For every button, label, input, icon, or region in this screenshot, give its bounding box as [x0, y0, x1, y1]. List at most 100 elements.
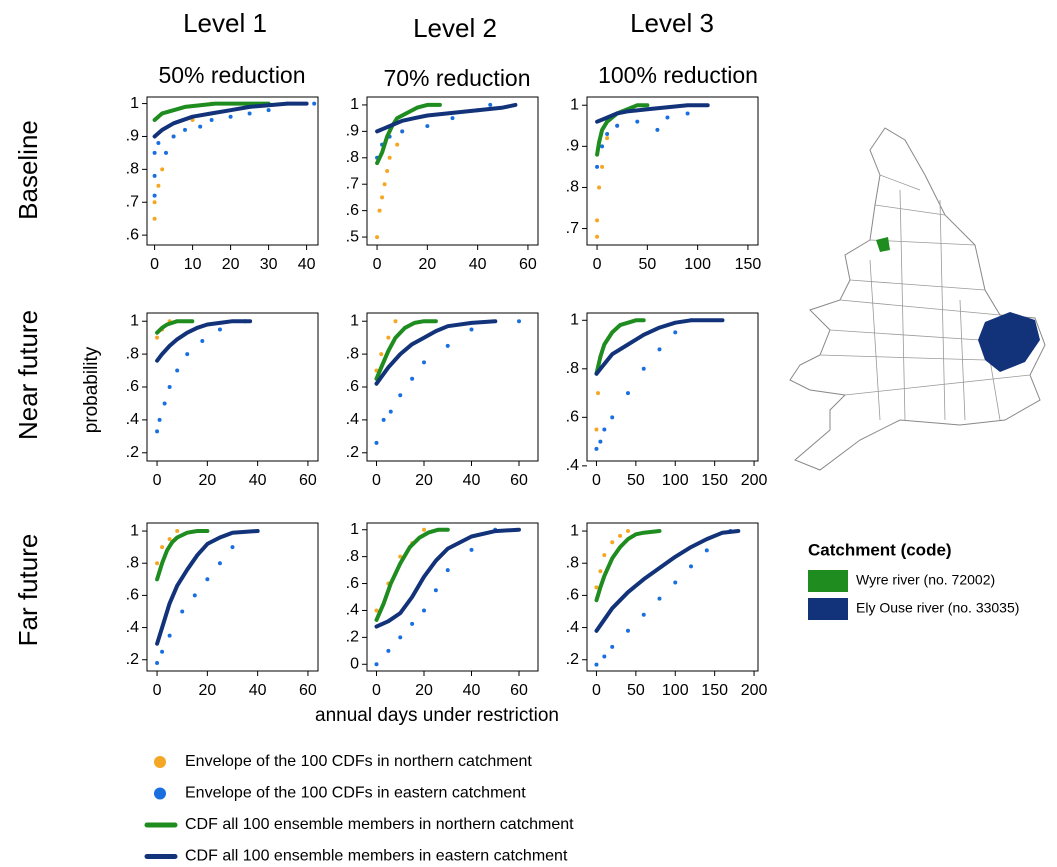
envelope-point: [641, 612, 646, 617]
x-tick-label: 0: [153, 472, 162, 489]
y-tick-label: .2: [346, 629, 359, 646]
x-tick-label: 40: [298, 256, 316, 273]
y-tick-label: .4: [346, 411, 359, 428]
envelope-point: [610, 415, 615, 420]
panel: .6.7.8.910 10 20 30 40: [126, 95, 319, 273]
cdf-curve: [155, 319, 253, 363]
y-tick-label: .8: [346, 345, 359, 362]
envelope-point: [598, 569, 603, 574]
envelope-point: [374, 440, 379, 445]
envelope-point: [602, 654, 607, 659]
y-tick-label: .8: [346, 548, 359, 565]
x-tick-label: 150: [735, 256, 762, 273]
x-tick-label: 40: [249, 472, 267, 489]
map-outline: [789, 127, 1046, 471]
column-title: Level 3: [630, 8, 714, 38]
envelope-point: [689, 564, 694, 569]
y-tick-label: .6: [566, 587, 579, 604]
envelope-point: [205, 577, 210, 582]
envelope-point: [171, 134, 176, 139]
map-legend-label: Ely Ouse river (no. 33035): [856, 600, 1019, 616]
x-tick-label: 0: [593, 256, 602, 273]
envelope-point: [157, 417, 162, 422]
x-tick-label: 50: [627, 472, 645, 489]
envelope-point: [596, 391, 601, 396]
legend-marker: [154, 756, 166, 768]
envelope-point: [657, 596, 662, 601]
y-tick-label: .8: [126, 161, 139, 178]
envelope-point: [673, 580, 678, 585]
x-tick-label: 150: [701, 472, 728, 489]
y-tick-label: .9: [566, 138, 579, 155]
envelope-point: [602, 427, 607, 432]
map-boundaries: [819, 174, 1031, 421]
envelope-point: [175, 368, 180, 373]
y-tick-label: 1: [130, 312, 139, 329]
x-tick-label: 60: [299, 472, 317, 489]
envelope-point: [230, 545, 235, 550]
envelope-point: [192, 593, 197, 598]
cdf-curve: [155, 529, 210, 582]
y-tick-label: .4: [126, 619, 139, 636]
column-title: Level 1: [183, 8, 267, 38]
legend-marker: [154, 787, 166, 800]
envelope-point: [385, 169, 390, 173]
envelope-point: [185, 352, 190, 357]
envelope-point: [156, 141, 161, 146]
y-tick-label: .4: [346, 602, 359, 619]
cdf-curve: [594, 318, 646, 376]
envelope-point: [425, 124, 430, 129]
map-legend-swatch: [808, 570, 848, 592]
envelope-point: [152, 193, 157, 198]
x-tick-label: 50: [627, 682, 645, 699]
envelope-point: [469, 547, 474, 552]
panel: 0 .2 .4 .6 .8 1 0 20 40 60: [346, 521, 539, 699]
envelope-point: [422, 527, 426, 532]
envelope-point: [410, 376, 415, 381]
x-tick-label: 60: [510, 682, 528, 699]
y-tick-label: .8: [126, 345, 139, 362]
envelope-point: [598, 439, 603, 444]
envelope-point: [386, 648, 391, 653]
panel: .2 .4 .6 .8 1 0 20 40 60: [126, 312, 319, 489]
envelope-point: [152, 173, 157, 178]
cdf-curve: [152, 101, 271, 122]
envelope-point: [422, 608, 426, 613]
x-tick-label: 30: [260, 256, 278, 273]
y-tick-label: 1: [350, 521, 359, 538]
envelope-point: [393, 319, 398, 324]
panel: .2 .4 .6 .8 1 0 20 40 60: [346, 312, 539, 489]
x-tick-label: 20: [415, 472, 433, 489]
envelope-point: [618, 533, 623, 538]
envelope-point: [164, 150, 168, 155]
y-tick-label: 0: [350, 655, 359, 672]
plot-frame: [586, 96, 759, 246]
x-tick-label: 100: [662, 682, 689, 699]
cdf-curve: [374, 527, 450, 622]
y-tick-label: .7: [346, 175, 359, 192]
panel: .7 .8 .9 1 0 50 100 150: [566, 96, 762, 273]
y-tick-label: .7: [126, 193, 139, 210]
envelope-point: [183, 127, 187, 132]
y-tick-label: .2: [126, 651, 139, 668]
map-legend-swatch: [808, 598, 848, 620]
cdf-curve: [375, 102, 442, 166]
plot-frame: [366, 312, 539, 462]
x-tick-label: 60: [510, 472, 528, 489]
envelope-point: [450, 116, 455, 121]
envelope-point: [374, 662, 379, 667]
column-subtitle: 50% reduction: [158, 62, 305, 88]
panel: .2 .4 .6 .8 1 0 50 100 150 200: [566, 522, 768, 699]
envelope-point: [156, 183, 161, 188]
envelope-point: [600, 144, 605, 149]
y-tick-label: .8: [566, 179, 579, 196]
row-title: Baseline: [13, 120, 43, 220]
x-tick-label: 40: [463, 682, 481, 699]
envelope-point: [594, 427, 599, 432]
x-tick-label: 200: [741, 472, 768, 489]
cdf-curve: [594, 318, 725, 376]
envelope-point: [595, 164, 600, 169]
envelope-point: [488, 102, 493, 107]
x-tick-label: 60: [519, 256, 537, 273]
y-axis-title: probability: [81, 346, 102, 433]
